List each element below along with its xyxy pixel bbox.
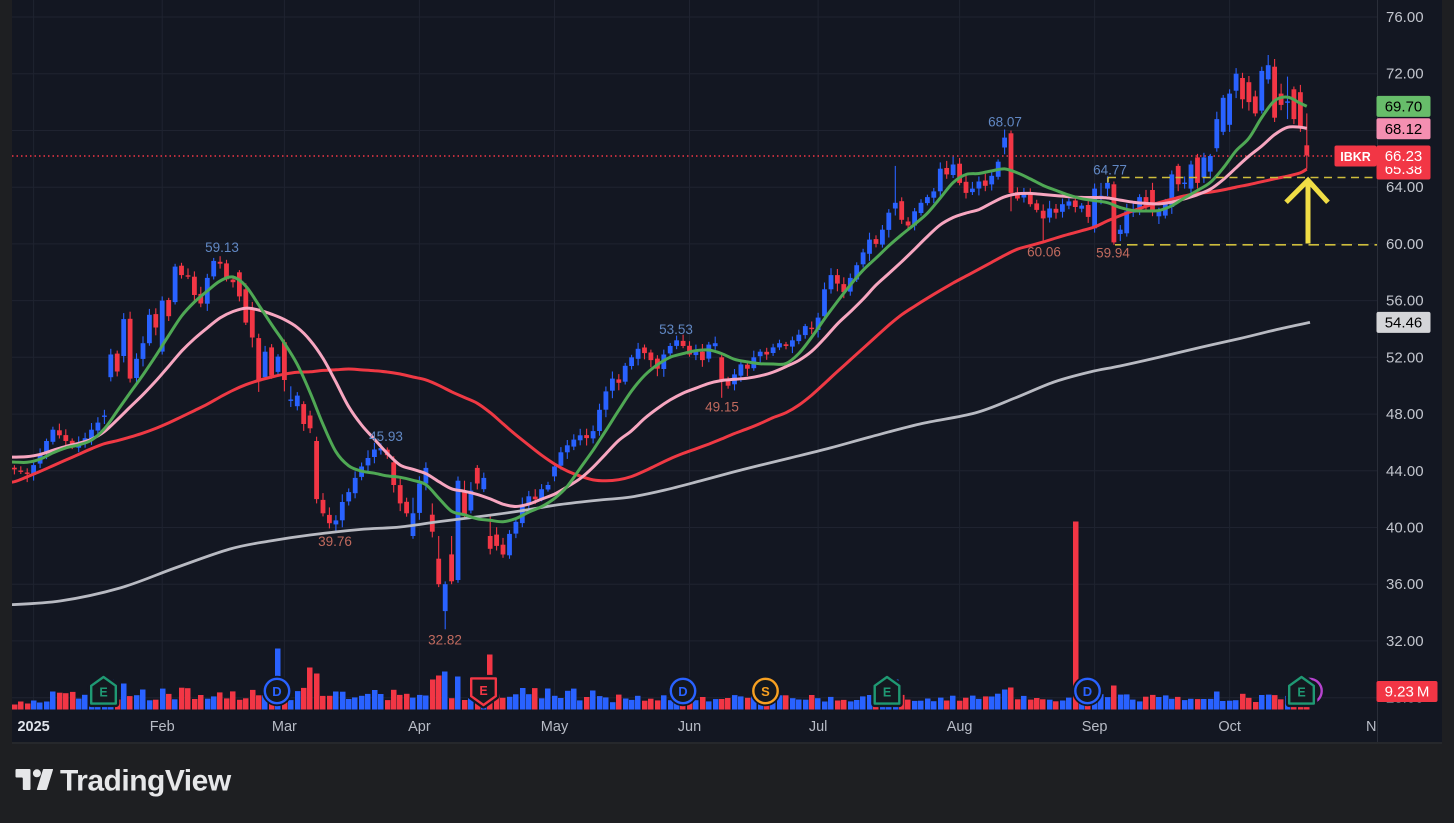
svg-text:49.15: 49.15 xyxy=(705,400,739,415)
svg-text:64.77: 64.77 xyxy=(1093,163,1127,178)
svg-text:69.70: 69.70 xyxy=(1385,98,1423,115)
svg-text:D: D xyxy=(678,684,687,699)
svg-text:Sep: Sep xyxy=(1082,719,1108,735)
svg-text:Oct: Oct xyxy=(1218,719,1241,735)
svg-text:D: D xyxy=(1083,684,1092,699)
svg-text:45.93: 45.93 xyxy=(369,429,403,444)
svg-text:May: May xyxy=(541,719,569,735)
svg-text:53.53: 53.53 xyxy=(659,322,693,337)
svg-text:60.06: 60.06 xyxy=(1027,245,1061,260)
svg-text:54.46: 54.46 xyxy=(1385,314,1423,331)
svg-text:66.23: 66.23 xyxy=(1385,148,1423,165)
svg-text:2025: 2025 xyxy=(17,719,49,735)
svg-text:E: E xyxy=(1297,686,1305,700)
svg-text:72.00: 72.00 xyxy=(1386,66,1424,83)
svg-text:Jun: Jun xyxy=(678,719,701,735)
svg-text:59.94: 59.94 xyxy=(1096,246,1130,261)
svg-text:D: D xyxy=(272,684,281,699)
svg-text:60.00: 60.00 xyxy=(1386,236,1424,253)
svg-text:36.00: 36.00 xyxy=(1386,576,1424,593)
svg-text:48.00: 48.00 xyxy=(1386,406,1424,423)
svg-text:68.07: 68.07 xyxy=(988,115,1022,130)
svg-text:39.76: 39.76 xyxy=(318,534,352,549)
svg-text:59.13: 59.13 xyxy=(205,240,239,255)
svg-text:IBKR: IBKR xyxy=(1340,150,1371,164)
svg-text:E: E xyxy=(99,686,107,700)
svg-text:Aug: Aug xyxy=(947,719,973,735)
svg-text:Feb: Feb xyxy=(150,719,175,735)
svg-text:S: S xyxy=(761,684,770,699)
svg-text:68.12: 68.12 xyxy=(1385,121,1423,138)
svg-text:E: E xyxy=(479,684,487,698)
svg-text:56.00: 56.00 xyxy=(1386,293,1424,310)
svg-text:Mar: Mar xyxy=(272,719,297,735)
svg-text:TradingView: TradingView xyxy=(60,765,232,798)
svg-text:40.00: 40.00 xyxy=(1386,520,1424,537)
svg-text:44.00: 44.00 xyxy=(1386,463,1424,480)
svg-text:52.00: 52.00 xyxy=(1386,349,1424,366)
svg-text:E: E xyxy=(883,686,891,700)
svg-text:64.00: 64.00 xyxy=(1386,179,1424,196)
svg-text:32.82: 32.82 xyxy=(428,633,462,648)
svg-text:Jul: Jul xyxy=(809,719,828,735)
svg-text:Apr: Apr xyxy=(408,719,431,735)
svg-text:76.00: 76.00 xyxy=(1386,9,1424,26)
svg-text:N: N xyxy=(1366,719,1376,735)
svg-text:9.23 M: 9.23 M xyxy=(1385,684,1430,701)
svg-text:32.00: 32.00 xyxy=(1386,633,1424,650)
